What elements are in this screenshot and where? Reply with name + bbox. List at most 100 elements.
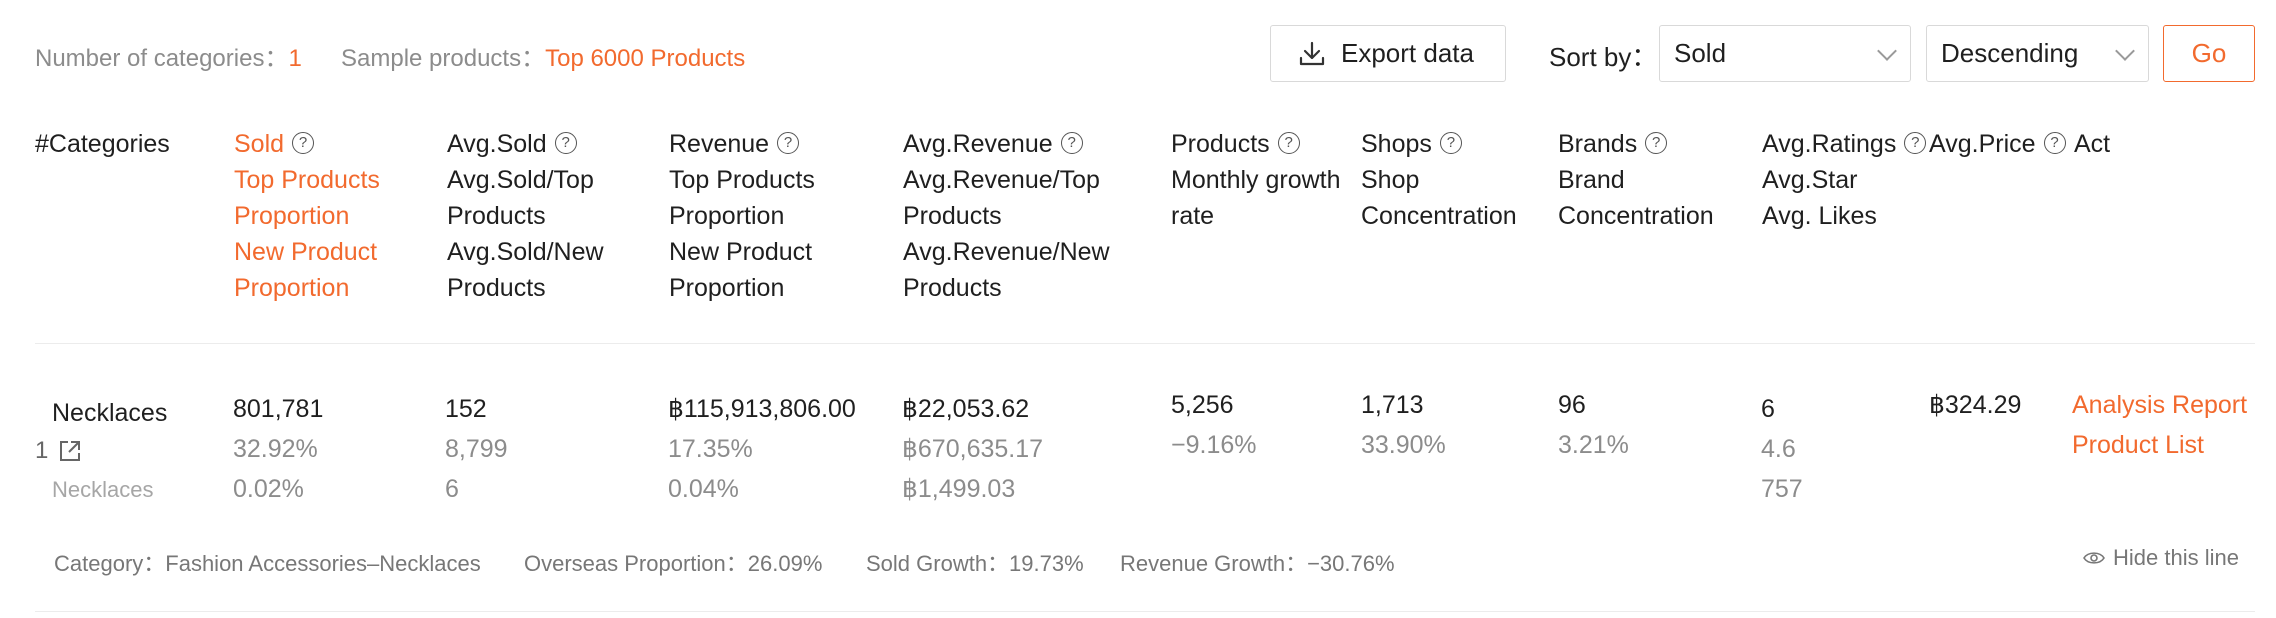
header-sold-line: Proportion (234, 274, 350, 302)
export-data-label: Export data (1341, 38, 1474, 68)
header-ratings[interactable]: Avg.Ratings? Avg.Star Avg. Likes (1762, 126, 1927, 234)
row-brands: 96 3.21% (1558, 385, 1629, 465)
download-icon (1299, 41, 1325, 65)
header-ratings-title: Avg.Ratings (1762, 130, 1897, 158)
header-avg-price-title: Avg.Price (1929, 130, 2036, 158)
header-brands[interactable]: Brands? Brand Concentration (1558, 126, 1714, 234)
footer-overseas-proportion: Overseas Proportion：26.09% (524, 551, 823, 576)
product-list-link[interactable]: Product List (2072, 431, 2205, 459)
sort-by-label: Sort by： (1549, 42, 1658, 72)
chevron-down-icon (1877, 40, 1897, 61)
header-sold-line: New Product (234, 238, 378, 266)
sort-order-value: Descending (1941, 38, 2079, 68)
header-revenue-line: Proportion (669, 202, 785, 230)
sold-new-proportion: 0.02% (233, 475, 304, 503)
categories-count-label: Number of categories： (35, 45, 289, 72)
header-avg-revenue[interactable]: Avg.Revenue? Avg.Revenue/Top Products Av… (903, 126, 1110, 306)
products-growth: −9.16% (1171, 431, 1257, 459)
header-revenue-line: Proportion (669, 274, 785, 302)
header-sold-line: Top Products (234, 166, 380, 194)
hide-line-label: Hide this line (2113, 545, 2239, 570)
header-ratings-line: Avg. Likes (1762, 202, 1877, 230)
header-act-title: Act (2074, 130, 2111, 158)
header-index-categories: #Categories (35, 126, 170, 162)
help-icon[interactable]: ? (1645, 132, 1668, 155)
brands-value: 96 (1558, 391, 1586, 419)
row-ratings: 6 4.6 757 (1761, 389, 1803, 509)
external-link-icon[interactable] (58, 439, 82, 463)
eye-icon (2083, 552, 2105, 564)
hide-line-button[interactable]: Hide this line (2083, 545, 2239, 571)
avg-sold-value: 152 (445, 395, 487, 423)
go-label: Go (2191, 38, 2227, 68)
header-index: # (35, 130, 49, 158)
header-sold[interactable]: Sold? Top Products Proportion New Produc… (234, 126, 380, 306)
header-revenue-line: New Product (669, 238, 813, 266)
help-icon[interactable]: ? (292, 132, 315, 155)
sample-products: Sample products：Top 6000 Products (341, 38, 745, 73)
sort-field-value: Sold (1674, 38, 1727, 68)
sort-order-select[interactable]: Descending (1926, 25, 2149, 82)
shops-value: 1,713 (1361, 391, 1424, 419)
help-icon[interactable]: ? (554, 132, 577, 155)
help-icon[interactable]: ? (777, 132, 800, 155)
header-revenue-title: Revenue (669, 130, 770, 158)
header-avg-sold-line: Products (447, 274, 546, 302)
row-avg-revenue: ฿22,053.62 ฿670,635.17 ฿1,499.03 (902, 389, 1043, 509)
header-avg-sold-line: Products (447, 202, 546, 230)
header-avg-price[interactable]: Avg.Price? (1929, 126, 2066, 162)
avg-sold-top: 8,799 (445, 435, 508, 463)
revenue-value: ฿115,913,806.00 (668, 395, 856, 423)
footer-revenue-growth: Revenue Growth：−30.76% (1120, 551, 1395, 576)
header-sold-line: Proportion (234, 202, 350, 230)
analysis-report-link[interactable]: Analysis Report (2072, 391, 2248, 419)
header-act: Act (2074, 126, 2110, 162)
sample-products-label: Sample products： (341, 45, 546, 72)
help-icon[interactable]: ? (1904, 132, 1927, 155)
avg-price-value: ฿324.29 (1929, 391, 2022, 419)
revenue-new-proportion: 0.04% (668, 475, 739, 503)
header-avg-revenue-line: Products (903, 202, 1002, 230)
footer-sold-growth: Sold Growth：19.73% (866, 551, 1084, 576)
row-sold: 801,781 32.92% 0.02% (233, 389, 323, 509)
header-avg-sold-line: Avg.Sold/Top (447, 166, 594, 194)
header-ratings-line: Avg.Star (1762, 166, 1858, 194)
help-icon[interactable]: ? (2043, 132, 2066, 155)
help-icon[interactable]: ? (1060, 132, 1083, 155)
go-button[interactable]: Go (2163, 25, 2255, 82)
row-subcategory: Necklaces (52, 477, 154, 502)
sort-field-select[interactable]: Sold (1659, 25, 1911, 82)
help-icon[interactable]: ? (1277, 132, 1300, 155)
header-divider (35, 343, 2255, 344)
header-categories: Categories (48, 130, 170, 158)
chevron-down-icon (2115, 40, 2135, 61)
avg-revenue-new: ฿1,499.03 (902, 475, 1016, 503)
header-shops-line: Shop (1361, 166, 1420, 194)
header-avg-revenue-line: Avg.Revenue/New (903, 238, 1110, 266)
header-avg-sold[interactable]: Avg.Sold? Avg.Sold/Top Products Avg.Sold… (447, 126, 604, 306)
header-shops[interactable]: Shops? Shop Concentration (1361, 126, 1517, 234)
header-products-title: Products (1171, 130, 1270, 158)
export-data-button[interactable]: Export data (1270, 25, 1506, 82)
row-revenue: ฿115,913,806.00 17.35% 0.04% (668, 389, 856, 509)
ratings-value: 6 (1761, 395, 1775, 423)
sample-products-value: Top 6000 Products (545, 45, 746, 72)
shops-concentration: 33.90% (1361, 431, 1446, 459)
header-brands-title: Brands (1558, 130, 1638, 158)
header-revenue[interactable]: Revenue? Top Products Proportion New Pro… (669, 126, 815, 306)
avg-sold-new: 6 (445, 475, 459, 503)
header-avg-revenue-title: Avg.Revenue (903, 130, 1053, 158)
header-products-line: Monthly growth (1171, 166, 1341, 194)
row-avg-sold: 152 8,799 6 (445, 389, 508, 509)
row-actions: Analysis Report Product List (2072, 385, 2247, 465)
header-avg-sold-line: Avg.Sold/New (447, 238, 604, 266)
header-shops-line: Concentration (1361, 202, 1517, 230)
sold-top-proportion: 32.92% (233, 435, 318, 463)
categories-count-value: 1 (288, 45, 302, 72)
header-sold-title: Sold (234, 130, 285, 158)
header-shops-title: Shops (1361, 130, 1432, 158)
help-icon[interactable]: ? (1439, 132, 1462, 155)
row-category-name[interactable]: Necklaces (52, 399, 168, 427)
header-products[interactable]: Products? Monthly growth rate (1171, 126, 1341, 234)
avg-star: 4.6 (1761, 435, 1796, 463)
